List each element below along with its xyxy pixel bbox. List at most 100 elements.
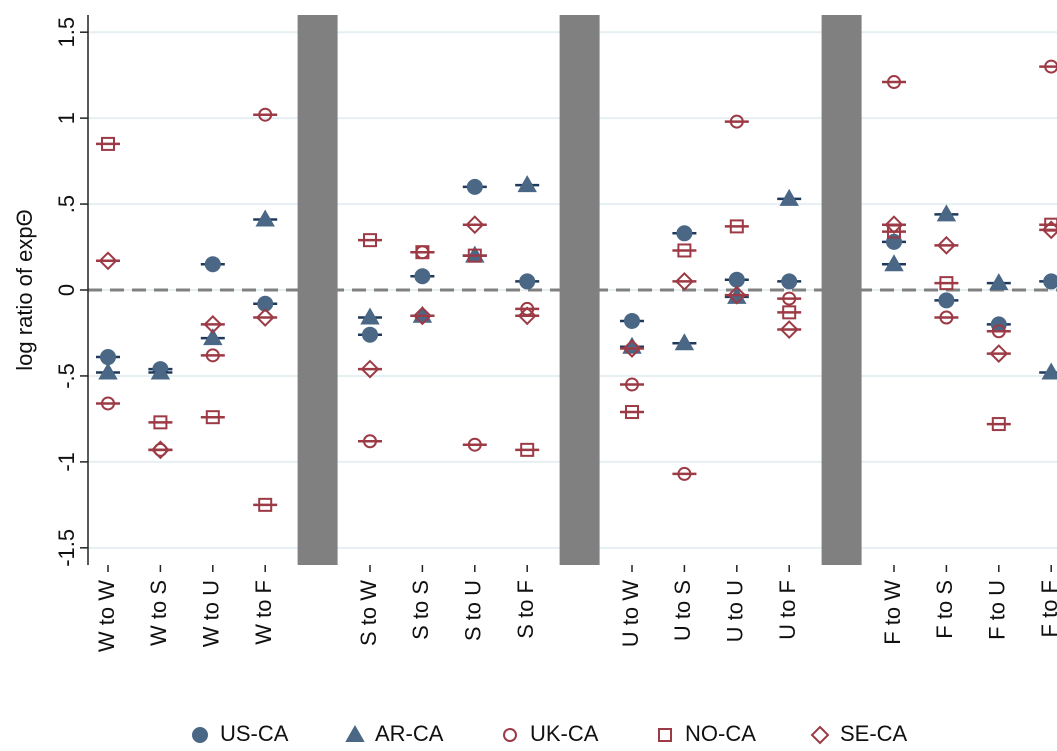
- point: [358, 233, 382, 248]
- y-tick-label: -1: [54, 452, 79, 472]
- marker-shape: [1043, 273, 1057, 290]
- marker-shape: [363, 233, 377, 248]
- y-tick-label: 1.5: [54, 17, 79, 48]
- marker-shape: [781, 273, 798, 290]
- point: [672, 466, 697, 481]
- point: [724, 285, 749, 305]
- marker-shape: [625, 377, 639, 392]
- point: [934, 204, 959, 222]
- point: [934, 235, 959, 255]
- point: [986, 324, 1011, 339]
- legend-label: SE-CA: [840, 721, 908, 746]
- marker-shape: [624, 312, 640, 329]
- marker-shape: [676, 225, 693, 242]
- point: [515, 273, 540, 290]
- marker-shape: [150, 440, 170, 460]
- x-tick-label: U to S: [670, 580, 695, 641]
- point: [358, 434, 382, 449]
- marker-shape: [414, 268, 431, 285]
- marker-shape: [204, 256, 221, 273]
- point: [1039, 362, 1057, 380]
- marker-shape: [884, 215, 904, 235]
- point: [148, 362, 173, 380]
- marker-shape: [677, 466, 692, 481]
- point: [253, 308, 278, 327]
- point: [148, 440, 173, 460]
- x-tick-label: W to F: [251, 580, 276, 645]
- marker-shape: [192, 727, 208, 743]
- marker-shape: [674, 333, 695, 351]
- marker-shape: [729, 219, 744, 234]
- point: [253, 295, 278, 312]
- marker-shape: [258, 107, 273, 122]
- marker-shape: [727, 285, 747, 305]
- marker-shape: [936, 235, 956, 255]
- marker-shape: [415, 245, 430, 260]
- point: [777, 188, 802, 206]
- marker-shape: [729, 114, 744, 129]
- y-tick-label: -.5: [54, 363, 79, 389]
- point: [200, 256, 225, 273]
- marker-shape: [1044, 59, 1057, 74]
- point: [96, 396, 120, 411]
- marker-shape: [677, 243, 692, 258]
- legend-label: UK-CA: [530, 721, 599, 746]
- marker-shape: [363, 434, 377, 449]
- y-tick-label: .5: [54, 195, 79, 213]
- point: [724, 271, 749, 288]
- point: [777, 305, 802, 320]
- point: [358, 326, 382, 343]
- marker-shape: [884, 254, 904, 272]
- marker-shape: [991, 324, 1006, 339]
- point: [410, 268, 435, 285]
- point: [462, 437, 487, 452]
- point: [882, 75, 906, 90]
- marker-shape: [622, 339, 642, 358]
- marker-shape: [345, 724, 365, 742]
- point: [1039, 273, 1057, 290]
- point: [253, 209, 278, 227]
- marker-shape: [989, 344, 1009, 364]
- legend-label: AR-CA: [375, 721, 444, 746]
- point: [462, 178, 487, 195]
- point: [253, 497, 278, 512]
- marker-shape: [810, 725, 830, 745]
- point: [1039, 59, 1057, 74]
- point: [672, 225, 697, 242]
- point: [410, 306, 435, 326]
- point: [672, 243, 697, 258]
- marker-shape: [625, 405, 639, 420]
- x-tick-label: W to W: [94, 580, 119, 652]
- marker-shape: [412, 306, 432, 326]
- marker-shape: [98, 362, 118, 380]
- marker-shape: [255, 209, 275, 227]
- x-tick-label: S to S: [408, 580, 433, 640]
- marker-shape: [465, 215, 485, 235]
- marker-shape: [658, 728, 672, 742]
- point: [620, 377, 644, 392]
- point: [410, 245, 435, 260]
- x-tick-label: U to U: [723, 580, 748, 642]
- marker-shape: [101, 136, 115, 151]
- point: [462, 248, 487, 263]
- marker-shape: [203, 328, 223, 346]
- marker-shape: [467, 248, 482, 263]
- point: [986, 344, 1011, 364]
- x-tick-label: F to F: [1037, 580, 1057, 637]
- point: [96, 362, 120, 380]
- point: [934, 292, 959, 309]
- marker-shape: [936, 204, 957, 222]
- marker-shape: [779, 320, 799, 339]
- marker-shape: [205, 410, 220, 425]
- marker-shape: [1041, 362, 1057, 380]
- point: [882, 254, 906, 272]
- x-tick-label: S to F: [513, 580, 538, 639]
- point: [96, 251, 120, 271]
- marker-shape: [98, 251, 118, 271]
- x-tick-label: F to W: [880, 580, 905, 645]
- x-tick-label: S to W: [356, 580, 381, 646]
- marker-shape: [782, 305, 797, 320]
- point: [672, 271, 697, 291]
- marker-shape: [991, 417, 1006, 432]
